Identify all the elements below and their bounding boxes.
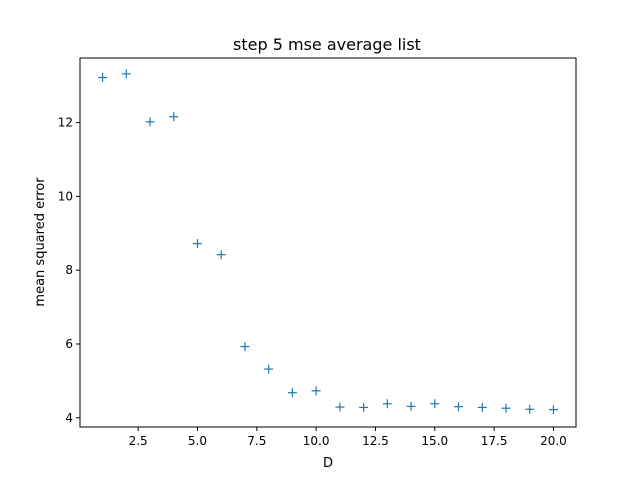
- data-point: [287, 388, 297, 398]
- x-axis-label: D: [323, 456, 333, 471]
- x-tick-label: 5.0: [188, 434, 207, 448]
- x-tick-label: 2.5: [129, 434, 148, 448]
- y-axis-label: mean squared error: [33, 177, 48, 307]
- data-point: [145, 117, 155, 127]
- x-tick-label: 17.5: [481, 434, 508, 448]
- y-tick-label: 10: [58, 189, 73, 203]
- data-point: [335, 402, 345, 412]
- data-point: [406, 401, 416, 411]
- data-point: [548, 405, 558, 415]
- y-tick-label: 6: [65, 337, 73, 351]
- data-point: [192, 239, 202, 249]
- x-tick-label: 20.0: [540, 434, 567, 448]
- x-tick-label: 10.0: [303, 434, 330, 448]
- data-point: [98, 73, 108, 83]
- data-point: [525, 404, 535, 414]
- data-point: [240, 342, 250, 352]
- y-tick-label: 12: [58, 116, 73, 130]
- y-tick-label: 4: [65, 411, 73, 425]
- data-points: [98, 69, 558, 415]
- y-axis-ticks: 4 6 8 10 12: [58, 116, 80, 425]
- data-point: [264, 364, 274, 374]
- x-axis-ticks: 2.5 5.0 7.5 10.0 12.5 15.0 17.5 20.0: [129, 427, 567, 448]
- data-point: [454, 402, 464, 412]
- y-tick-label: 8: [65, 263, 73, 277]
- data-point: [169, 112, 179, 122]
- data-point: [382, 399, 392, 409]
- data-point: [311, 386, 321, 396]
- data-point: [477, 402, 487, 412]
- x-tick-label: 12.5: [362, 434, 389, 448]
- data-point: [430, 399, 440, 409]
- data-point: [121, 69, 131, 79]
- plot-area-frame: [79, 57, 577, 428]
- chart-title: step 5 mse average list: [233, 35, 421, 54]
- data-point: [359, 402, 369, 412]
- data-point: [501, 403, 511, 413]
- x-tick-label: 7.5: [247, 434, 266, 448]
- data-point: [216, 250, 226, 260]
- x-tick-label: 15.0: [421, 434, 448, 448]
